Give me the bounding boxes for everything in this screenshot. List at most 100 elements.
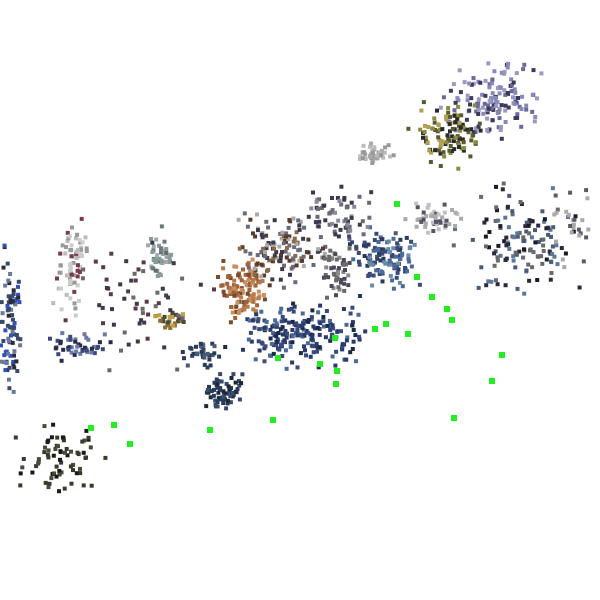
point: [440, 127, 445, 132]
point: [248, 281, 253, 286]
point: [60, 243, 65, 248]
point: [247, 318, 252, 323]
point: [527, 278, 532, 283]
point: [254, 276, 259, 281]
point: [421, 135, 425, 140]
point: [533, 228, 537, 233]
point: [10, 340, 15, 345]
point: [294, 241, 299, 246]
point: [280, 250, 284, 254]
point: [448, 114, 452, 119]
point: [71, 260, 76, 265]
point: [238, 291, 243, 295]
point: [415, 205, 420, 210]
camera-marker: [332, 335, 338, 341]
point: [533, 115, 538, 119]
point: [302, 332, 307, 337]
point: [438, 220, 443, 225]
point: [311, 263, 316, 267]
point: [519, 124, 524, 129]
point: [541, 237, 546, 242]
point: [159, 250, 163, 255]
point: [260, 341, 265, 346]
point: [67, 269, 72, 274]
point: [494, 104, 499, 108]
point: [334, 275, 339, 280]
point: [241, 300, 246, 305]
point: [317, 197, 322, 202]
point: [286, 252, 291, 257]
point: [428, 160, 433, 164]
camera-marker: [444, 306, 450, 312]
point: [20, 465, 25, 470]
point: [322, 256, 327, 261]
point: [317, 345, 322, 350]
point: [49, 435, 54, 440]
point: [157, 256, 162, 261]
point: [202, 362, 207, 367]
point: [548, 277, 553, 282]
point: [271, 351, 276, 356]
point: [36, 457, 41, 462]
point: [357, 262, 362, 267]
point: [347, 237, 352, 242]
point: [480, 92, 485, 97]
point: [506, 225, 511, 230]
point: [458, 90, 463, 95]
point: [406, 126, 411, 131]
point: [474, 101, 479, 106]
point: [56, 286, 61, 291]
point: [177, 316, 181, 321]
point: [455, 117, 460, 122]
point: [46, 485, 51, 490]
point: [498, 224, 503, 229]
point: [483, 234, 488, 239]
point: [495, 282, 500, 287]
point: [279, 343, 283, 348]
point: [548, 227, 553, 232]
point: [380, 247, 385, 252]
point: [469, 96, 474, 101]
point: [473, 130, 478, 135]
point: [316, 224, 321, 229]
point: [368, 154, 373, 159]
point: [43, 445, 47, 450]
point: [75, 268, 80, 273]
point: [82, 332, 87, 337]
point: [502, 70, 507, 74]
point: [170, 315, 175, 319]
point: [240, 290, 245, 295]
point: [208, 363, 213, 368]
point: [268, 327, 273, 332]
point: [308, 354, 313, 359]
point: [539, 254, 544, 259]
point: [280, 325, 285, 330]
point: [228, 286, 233, 291]
point: [445, 133, 450, 138]
point: [450, 208, 455, 212]
point: [229, 305, 234, 309]
point: [157, 243, 161, 248]
point: [252, 272, 257, 277]
point: [237, 379, 241, 383]
point: [78, 471, 83, 476]
point: [571, 225, 576, 229]
point: [71, 462, 76, 467]
point: [414, 201, 419, 206]
point: [507, 193, 512, 198]
point: [153, 259, 158, 264]
point: [84, 348, 89, 353]
point: [2, 243, 7, 248]
point: [104, 277, 109, 282]
point: [360, 219, 365, 224]
point: [216, 275, 220, 279]
point: [503, 283, 508, 288]
point: [223, 397, 227, 402]
point: [61, 438, 66, 443]
point: [76, 452, 81, 457]
point: [299, 324, 304, 329]
point: [386, 247, 391, 252]
point: [316, 365, 321, 370]
point: [513, 96, 518, 101]
point: [84, 335, 89, 340]
